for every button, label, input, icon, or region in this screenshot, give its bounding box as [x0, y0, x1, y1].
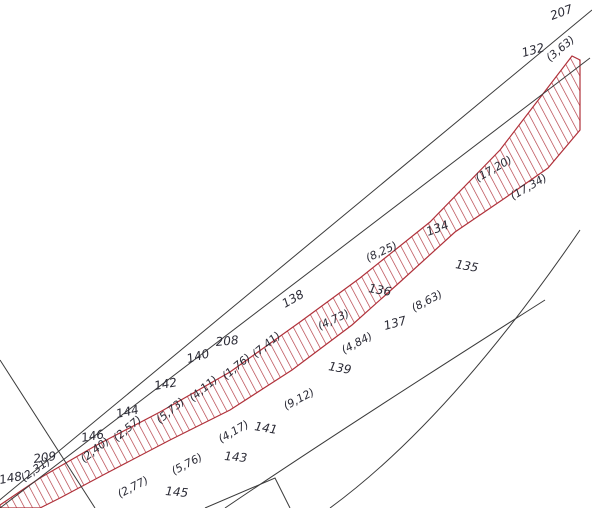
- parcel-label-141: 141: [253, 419, 278, 437]
- boundary-line-upper: [0, 9, 592, 501]
- parcel-label-137: 137: [382, 313, 408, 333]
- parcel-label-145: 145: [165, 484, 189, 500]
- parcel-label-139: 139: [327, 359, 352, 377]
- parcel-label-135: 135: [454, 257, 479, 275]
- area-label-4-84: (4,84): [339, 330, 374, 357]
- parcel-label-132: 132: [520, 40, 546, 59]
- parcel-label-140: 140: [185, 346, 211, 366]
- parcel-label-208: 208: [215, 333, 239, 349]
- parcel-label-138: 138: [280, 287, 307, 311]
- area-label-4-17: (4,17): [216, 418, 251, 446]
- boundary-line-lower: [0, 57, 591, 508]
- boundary-line-bottom: [204, 477, 291, 508]
- area-label-2-77: (2,77): [115, 474, 150, 501]
- boundary-line-left: [0, 359, 96, 508]
- area-label-8-63: (8,63): [409, 288, 444, 315]
- hatched-strip: [0, 55, 581, 508]
- parcel-label-143: 143: [224, 449, 248, 465]
- boundary-curve-inner: [224, 299, 546, 508]
- parcel-label-148: 148: [0, 469, 23, 487]
- parcel-label-144: 144: [115, 402, 140, 420]
- parcel-label-142: 142: [153, 375, 178, 393]
- area-label-9-12: (9,12): [281, 386, 316, 413]
- boundary-curve-outer: [329, 229, 581, 508]
- parcel-label-209: 209: [32, 449, 57, 466]
- parcel-label-146: 146: [80, 427, 105, 445]
- parcel-label-207: 207: [548, 2, 575, 23]
- parcel-label-136: 136: [367, 281, 392, 299]
- area-label-5-76: (5,76): [169, 451, 204, 478]
